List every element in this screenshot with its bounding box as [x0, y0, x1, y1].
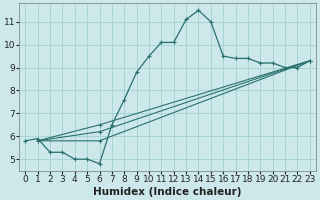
X-axis label: Humidex (Indice chaleur): Humidex (Indice chaleur)	[93, 187, 242, 197]
